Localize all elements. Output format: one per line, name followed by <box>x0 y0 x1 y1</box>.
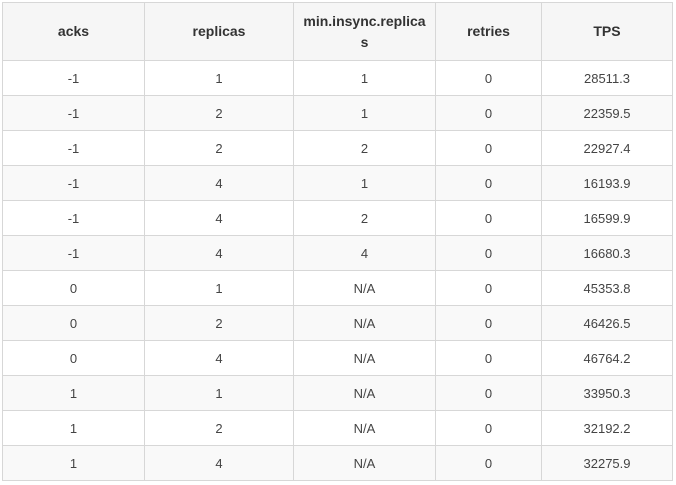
cell-tps: 32192.2 <box>541 410 673 446</box>
cell-replicas: 2 <box>144 95 294 131</box>
cell-tps: 32275.9 <box>541 445 673 481</box>
cell-acks: -1 <box>2 60 145 96</box>
cell-tps: 22927.4 <box>541 130 673 166</box>
cell-replicas: 2 <box>144 130 294 166</box>
cell-acks: -1 <box>2 165 145 201</box>
table-row: 1 4 N/A 0 32275.9 <box>2 445 673 481</box>
table-row: -1 4 1 0 16193.9 <box>2 165 673 201</box>
cell-retries: 0 <box>435 375 542 411</box>
cell-min-insync-replicas: N/A <box>293 375 436 411</box>
header-retries: retries <box>435 2 542 61</box>
cell-replicas: 1 <box>144 270 294 306</box>
cell-min-insync-replicas: 2 <box>293 200 436 236</box>
cell-retries: 0 <box>435 305 542 341</box>
cell-tps: 33950.3 <box>541 375 673 411</box>
table-row: 1 2 N/A 0 32192.2 <box>2 410 673 446</box>
cell-acks: -1 <box>2 130 145 166</box>
cell-retries: 0 <box>435 270 542 306</box>
cell-min-insync-replicas: N/A <box>293 340 436 376</box>
table-row: 0 2 N/A 0 46426.5 <box>2 305 673 341</box>
cell-acks: -1 <box>2 235 145 271</box>
cell-retries: 0 <box>435 165 542 201</box>
cell-replicas: 1 <box>144 60 294 96</box>
table-header-row: acks replicas min.insync.replicas retrie… <box>2 2 673 61</box>
table-row: 0 1 N/A 0 45353.8 <box>2 270 673 306</box>
cell-min-insync-replicas: 1 <box>293 95 436 131</box>
table-row: 0 4 N/A 0 46764.2 <box>2 340 673 376</box>
cell-tps: 16599.9 <box>541 200 673 236</box>
cell-min-insync-replicas: N/A <box>293 445 436 481</box>
cell-min-insync-replicas: 1 <box>293 165 436 201</box>
header-tps: TPS <box>541 2 673 61</box>
cell-replicas: 2 <box>144 410 294 446</box>
cell-replicas: 4 <box>144 235 294 271</box>
table-row: -1 2 2 0 22927.4 <box>2 130 673 166</box>
cell-min-insync-replicas: 2 <box>293 130 436 166</box>
table-row: 1 1 N/A 0 33950.3 <box>2 375 673 411</box>
cell-min-insync-replicas: N/A <box>293 270 436 306</box>
cell-retries: 0 <box>435 60 542 96</box>
cell-acks: -1 <box>2 200 145 236</box>
cell-replicas: 4 <box>144 200 294 236</box>
cell-acks: 1 <box>2 410 145 446</box>
table-row: -1 4 2 0 16599.9 <box>2 200 673 236</box>
cell-tps: 46426.5 <box>541 305 673 341</box>
cell-retries: 0 <box>435 235 542 271</box>
cell-tps: 45353.8 <box>541 270 673 306</box>
cell-replicas: 4 <box>144 340 294 376</box>
cell-replicas: 1 <box>144 375 294 411</box>
cell-retries: 0 <box>435 340 542 376</box>
cell-replicas: 2 <box>144 305 294 341</box>
cell-acks: 0 <box>2 305 145 341</box>
table-row: -1 4 4 0 16680.3 <box>2 235 673 271</box>
cell-replicas: 4 <box>144 445 294 481</box>
cell-tps: 46764.2 <box>541 340 673 376</box>
header-min-insync-replicas: min.insync.replicas <box>293 2 436 61</box>
cell-acks: -1 <box>2 95 145 131</box>
cell-min-insync-replicas: 4 <box>293 235 436 271</box>
cell-tps: 16680.3 <box>541 235 673 271</box>
cell-acks: 0 <box>2 270 145 306</box>
header-acks: acks <box>2 2 145 61</box>
cell-acks: 1 <box>2 375 145 411</box>
cell-tps: 22359.5 <box>541 95 673 131</box>
cell-tps: 28511.3 <box>541 60 673 96</box>
cell-tps: 16193.9 <box>541 165 673 201</box>
cell-retries: 0 <box>435 130 542 166</box>
cell-replicas: 4 <box>144 165 294 201</box>
cell-acks: 0 <box>2 340 145 376</box>
table-row: -1 1 1 0 28511.3 <box>2 60 673 96</box>
cell-retries: 0 <box>435 410 542 446</box>
cell-acks: 1 <box>2 445 145 481</box>
cell-retries: 0 <box>435 445 542 481</box>
table-row: -1 2 1 0 22359.5 <box>2 95 673 131</box>
cell-retries: 0 <box>435 200 542 236</box>
cell-min-insync-replicas: 1 <box>293 60 436 96</box>
header-replicas: replicas <box>144 2 294 61</box>
cell-retries: 0 <box>435 95 542 131</box>
cell-min-insync-replicas: N/A <box>293 410 436 446</box>
cell-min-insync-replicas: N/A <box>293 305 436 341</box>
header-min-insync-replicas-label: min.insync.replicas <box>303 12 426 50</box>
